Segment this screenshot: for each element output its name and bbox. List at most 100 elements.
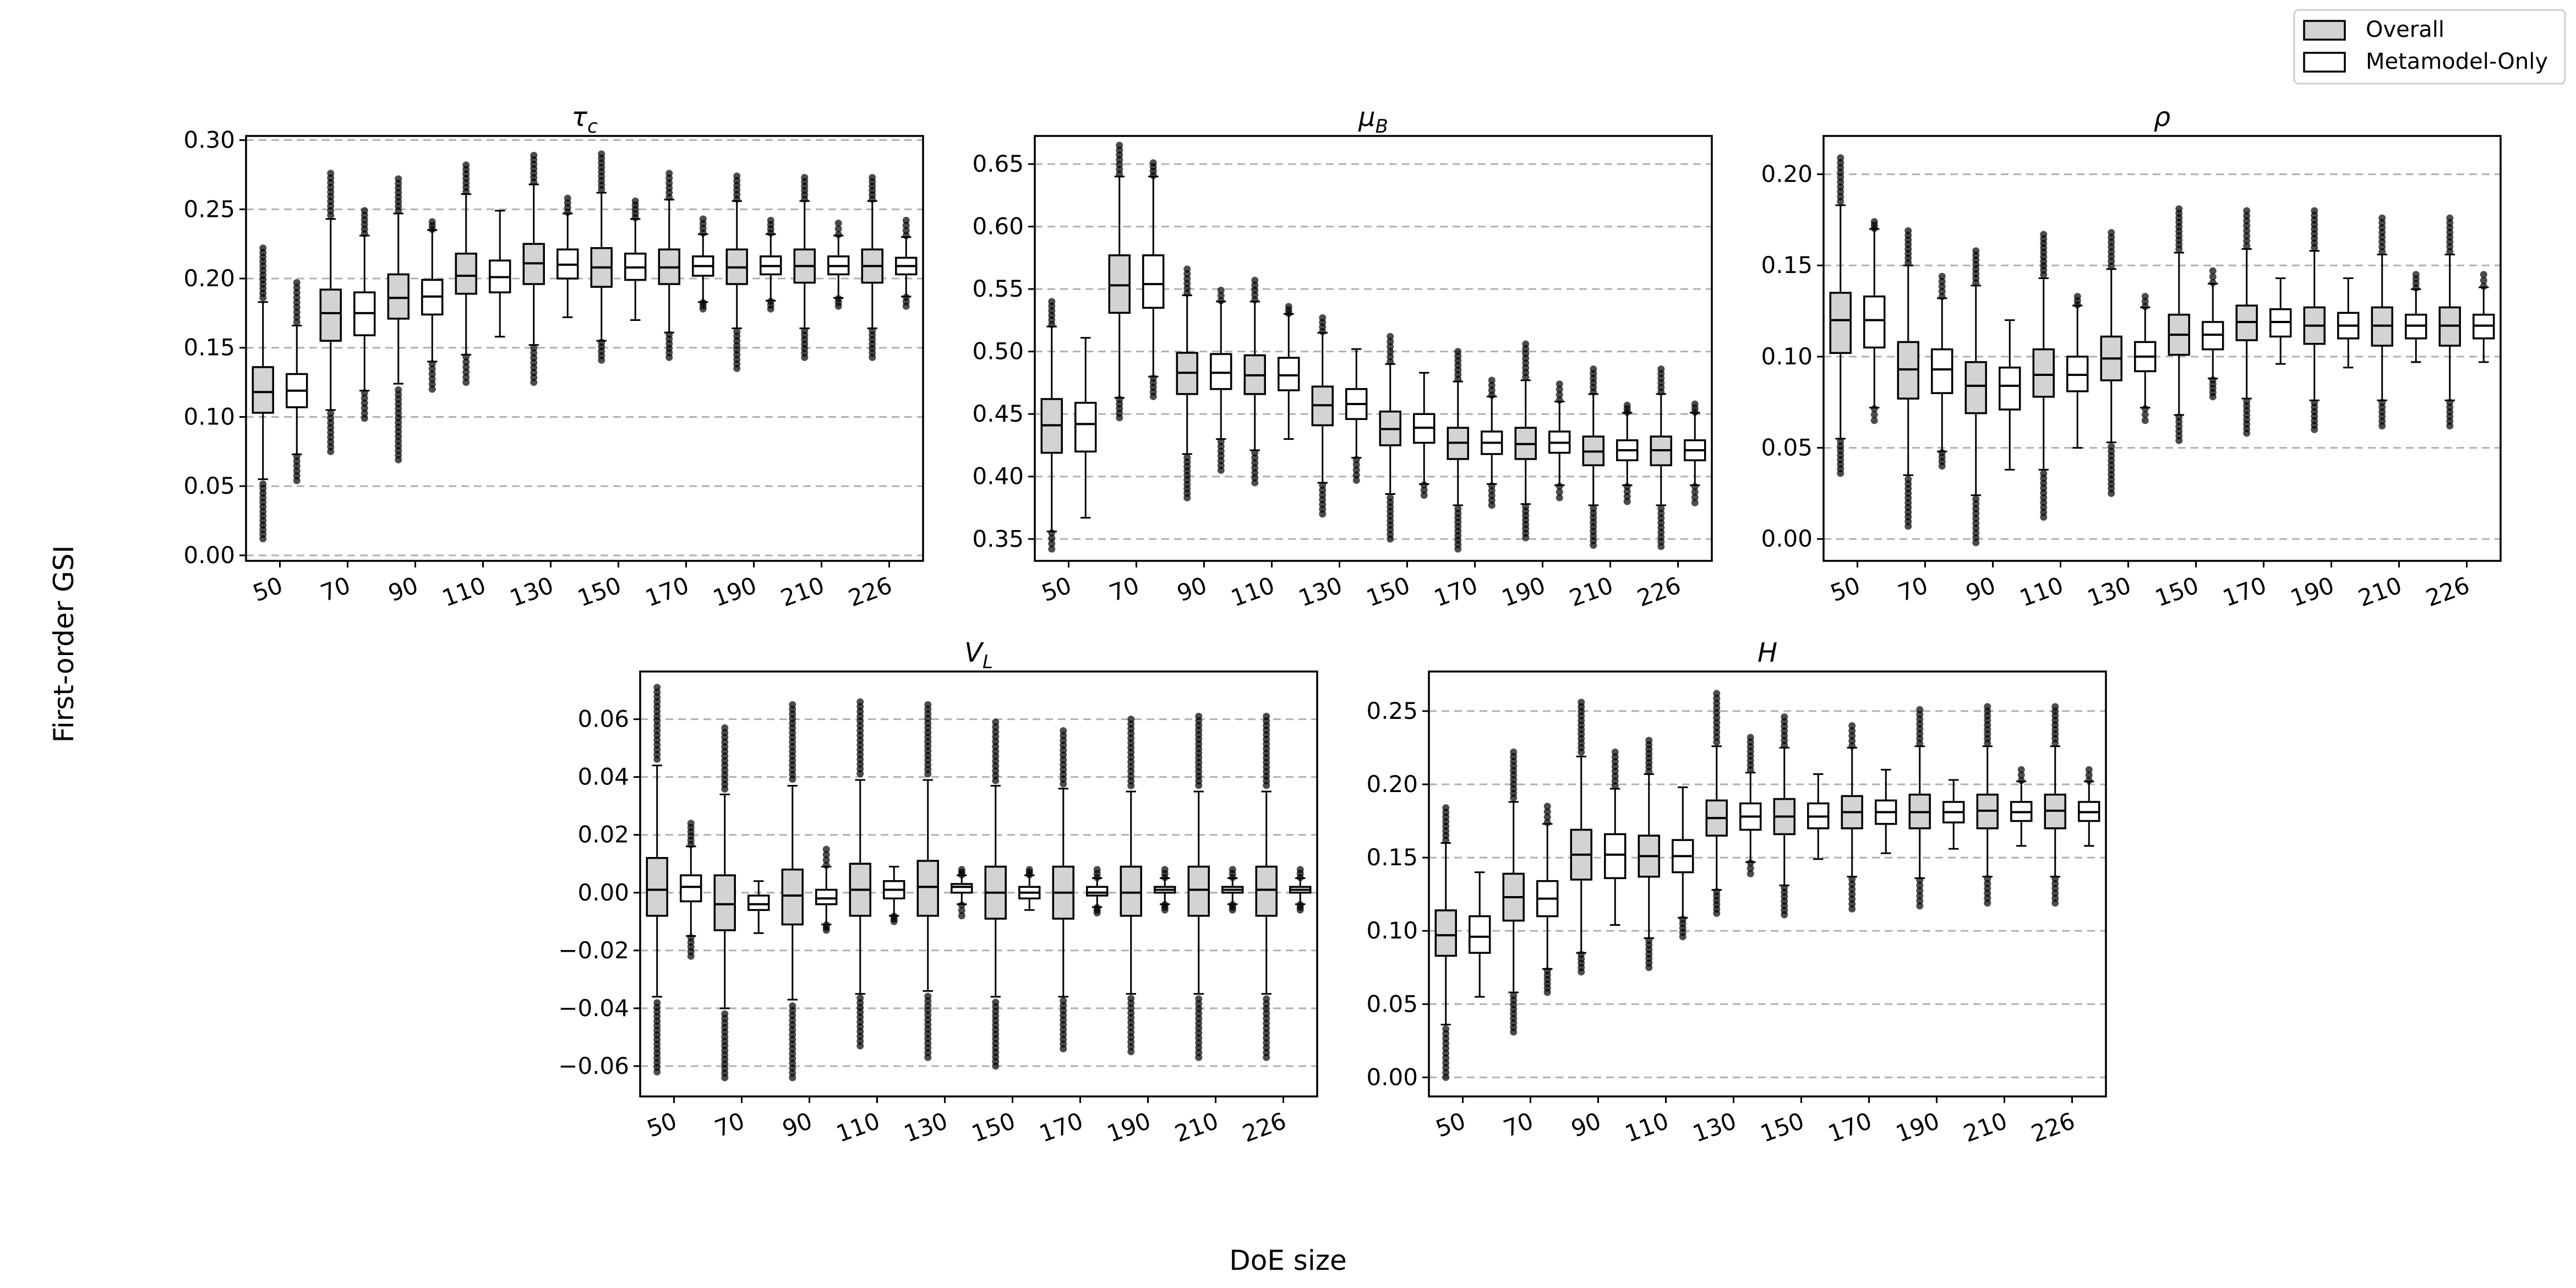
outlier-point — [361, 207, 368, 215]
outlier-point — [598, 356, 605, 364]
box-metamodel-only-110 — [1278, 303, 1300, 440]
outlier-point — [1691, 494, 1699, 501]
outlier-point — [1217, 286, 1225, 294]
y-tick-label: 0.15 — [1761, 252, 1813, 279]
outlier-point — [428, 380, 436, 388]
outlier-point — [462, 373, 470, 381]
y-tick-label: 0.15 — [183, 334, 235, 361]
box-metamodel-only-190 — [1548, 380, 1571, 501]
box-metamodel-only-90 — [1604, 748, 1627, 926]
outlier-point — [1916, 897, 1924, 905]
y-tick-label: 0.55 — [972, 275, 1024, 302]
box-overall-90 — [781, 701, 804, 1082]
box-overall-210 — [1582, 365, 1604, 549]
outlier-point — [1578, 698, 1585, 706]
box-iqr — [747, 894, 770, 912]
legend-label-metamodel-only: Metamodel-Only — [2366, 49, 2548, 74]
outlier-point — [1543, 803, 1551, 810]
outlier-point — [1296, 866, 1304, 874]
y-tick-label: −0.06 — [558, 1052, 629, 1079]
box-iqr — [916, 860, 939, 917]
outlier-point — [869, 353, 876, 361]
outlier-point — [1319, 510, 1327, 518]
outlier-point — [1691, 499, 1699, 506]
box-iqr — [1434, 909, 1457, 957]
box-overall-210 — [793, 173, 816, 361]
outlier-point — [1149, 392, 1157, 400]
outlier-point — [530, 354, 538, 362]
outlier-point — [1556, 494, 1563, 501]
box-iqr — [1187, 865, 1210, 917]
outlier-point — [1251, 454, 1259, 462]
outlier-point — [856, 698, 864, 706]
outlier-point — [361, 399, 368, 407]
box-overall-226 — [861, 173, 883, 361]
figure-xlabel: DoE size — [1229, 1245, 1347, 1276]
y-tick-label: 0.05 — [1366, 990, 1418, 1017]
outlier-point — [1848, 732, 1856, 740]
outlier-point — [1556, 391, 1563, 399]
outlier-point — [1916, 882, 1924, 889]
box-metamodel-only-90 — [815, 845, 838, 934]
outlier-point — [1183, 265, 1191, 273]
outlier-point — [665, 353, 673, 361]
outlier-point — [1116, 414, 1123, 422]
outlier-point — [2141, 417, 2149, 424]
y-tick-label: 0.20 — [1366, 771, 1418, 798]
box-iqr — [1829, 292, 1852, 354]
outlier-point — [1916, 892, 1924, 899]
outlier-point — [1387, 348, 1394, 356]
box-metamodel-only-150 — [1413, 372, 1436, 499]
outlier-point — [1543, 808, 1551, 816]
box-iqr — [1931, 348, 1953, 394]
box-overall-210 — [1187, 712, 1210, 1061]
y-tick-label: 0.65 — [972, 150, 1024, 177]
outlier-point — [530, 359, 538, 367]
outlier-point — [733, 364, 741, 372]
outlier-point — [1387, 338, 1394, 346]
outlier-point — [1420, 486, 1428, 494]
outlier-point — [1510, 1028, 1518, 1036]
box-metamodel-only-170 — [1086, 866, 1109, 917]
box-overall-150 — [1773, 713, 1795, 919]
outlier-point — [1319, 314, 1327, 321]
outlier-point — [1352, 461, 1360, 468]
box-metamodel-only-190 — [760, 216, 782, 313]
box-overall-170 — [658, 170, 680, 361]
outlier-point — [1387, 535, 1394, 543]
outlier-point — [1025, 866, 1033, 874]
panel-title-main: τ — [571, 102, 588, 133]
outlier-point — [958, 866, 965, 874]
box-overall-50 — [1829, 154, 1852, 477]
box-overall-90 — [1570, 698, 1592, 976]
outlier-point — [1093, 909, 1101, 917]
outlier-point — [462, 379, 470, 386]
outlier-point — [1848, 722, 1856, 729]
outlier-point — [530, 151, 538, 159]
outlier-point — [2141, 293, 2149, 301]
box-metamodel-only-110 — [2066, 293, 2089, 449]
outlier-point — [2243, 207, 2251, 215]
outlier-point — [834, 225, 842, 233]
outlier-point — [462, 358, 470, 366]
outlier-point — [259, 244, 267, 252]
outlier-point — [428, 365, 436, 373]
outlier-point — [902, 302, 910, 310]
outlier-point — [1590, 365, 1597, 373]
outlier-point — [1048, 534, 1056, 542]
box-metamodel-only-190 — [1942, 779, 1965, 850]
outlier-point — [902, 216, 910, 224]
y-tick-label: 0.20 — [183, 265, 235, 292]
outlier-point — [1938, 288, 1946, 296]
outlier-point — [428, 375, 436, 383]
outlier-point — [530, 349, 538, 357]
box-overall-190 — [1120, 716, 1142, 1056]
outlier-point — [361, 394, 368, 402]
outlier-point — [2141, 411, 2149, 418]
panel-title-main: V — [964, 637, 984, 668]
outlier-point — [1578, 968, 1585, 976]
outlier-point — [1848, 727, 1856, 735]
outlier-point — [2051, 899, 2059, 907]
outlier-point — [1251, 464, 1259, 472]
